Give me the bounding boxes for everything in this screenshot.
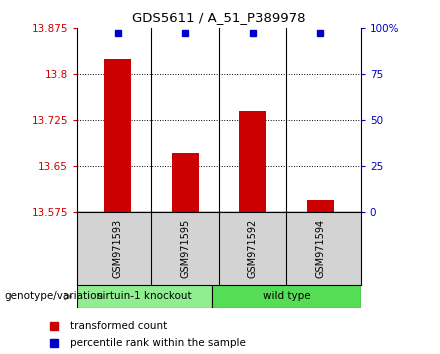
- Bar: [212, 285, 361, 308]
- Bar: [172, 153, 198, 212]
- Text: GSM971593: GSM971593: [113, 219, 123, 278]
- Title: GDS5611 / A_51_P389978: GDS5611 / A_51_P389978: [132, 11, 306, 24]
- Text: GSM971592: GSM971592: [248, 219, 258, 278]
- Bar: [104, 59, 131, 212]
- Text: percentile rank within the sample: percentile rank within the sample: [70, 338, 246, 348]
- Text: GSM971595: GSM971595: [180, 219, 190, 278]
- Bar: [239, 111, 266, 212]
- Bar: [77, 285, 212, 308]
- Bar: [307, 200, 334, 212]
- Text: genotype/variation: genotype/variation: [4, 291, 103, 302]
- Text: sirtuin-1 knockout: sirtuin-1 knockout: [97, 291, 192, 302]
- Text: wild type: wild type: [263, 291, 310, 302]
- Text: GSM971594: GSM971594: [315, 219, 325, 278]
- Text: transformed count: transformed count: [70, 321, 167, 331]
